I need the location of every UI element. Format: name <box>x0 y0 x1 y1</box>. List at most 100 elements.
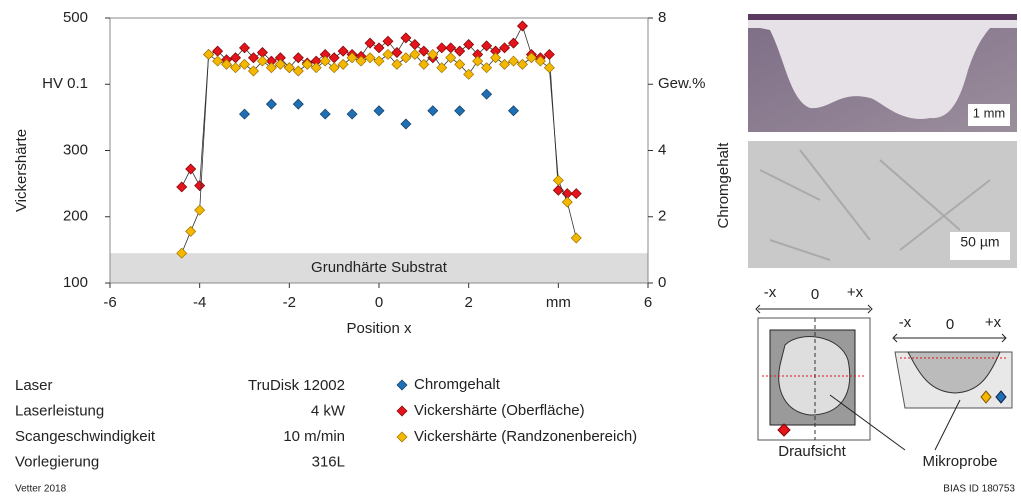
y-tick-label: HV 0.1 <box>42 75 88 92</box>
point <box>382 35 394 47</box>
point <box>463 68 475 80</box>
legend-marker <box>396 405 408 417</box>
x-axis-label: Position x <box>346 320 412 337</box>
substrate-band <box>110 253 648 283</box>
info-value: 4 kW <box>311 402 346 419</box>
point <box>436 42 448 54</box>
y2-tick-label: 8 <box>658 9 666 26</box>
point <box>382 48 394 60</box>
diagram-label: +x <box>985 314 1002 331</box>
point <box>543 48 555 60</box>
point <box>292 65 304 77</box>
point <box>552 174 564 186</box>
scale-box <box>968 104 1010 126</box>
point <box>203 48 215 60</box>
point <box>346 108 358 120</box>
point <box>265 62 277 74</box>
scale-label: 50 µm <box>960 234 999 250</box>
info-value: TruDisk 12002 <box>248 377 345 394</box>
series-line <box>181 53 577 254</box>
point <box>409 48 421 60</box>
point <box>508 55 519 67</box>
info-key: Scangeschwindigkeit <box>15 428 156 445</box>
arrowheads <box>892 333 1007 343</box>
point <box>239 108 250 120</box>
point <box>427 48 439 60</box>
point <box>364 52 376 64</box>
point <box>445 52 457 64</box>
band-label: Grundhärte Substrat <box>311 259 448 276</box>
x-tick-label: -4 <box>193 294 206 311</box>
point <box>310 62 322 74</box>
diagram-label: -x <box>764 284 777 301</box>
legend-label: Vickershärte (Oberfläche) <box>414 402 585 419</box>
x-tick-label: 2 <box>464 294 472 311</box>
point <box>552 184 564 196</box>
arrowheads <box>755 304 873 314</box>
info-value: 10 m/min <box>283 428 345 445</box>
point <box>508 105 519 117</box>
y-tick-label: 500 <box>63 9 88 26</box>
point <box>212 55 224 67</box>
diagram-caption: Mikroprobe <box>922 453 997 470</box>
point <box>176 247 188 259</box>
point <box>247 52 259 64</box>
point <box>400 118 412 130</box>
point <box>346 52 358 64</box>
info-key: Laser <box>15 377 53 394</box>
info-key: Vorlegierung <box>15 453 99 470</box>
point <box>328 52 340 64</box>
legend-marker <box>396 431 408 443</box>
point <box>472 55 484 67</box>
x-tick-label: 0 <box>375 294 383 311</box>
y-axis-label: Vickershärte <box>13 129 30 212</box>
point <box>409 39 421 50</box>
point <box>534 55 546 67</box>
point <box>391 46 403 58</box>
point <box>490 52 502 64</box>
pointer-lines <box>829 394 961 451</box>
point <box>463 39 475 50</box>
diagram-label: 0 <box>946 316 954 333</box>
point <box>373 42 385 54</box>
melt-pool <box>748 14 1017 119</box>
photo-top-edge <box>748 14 1017 20</box>
diagram-label: -x <box>899 314 912 331</box>
point <box>221 58 233 70</box>
texture <box>759 149 991 261</box>
point <box>454 58 466 70</box>
x-tick-label: 6 <box>644 294 652 311</box>
point <box>176 181 188 193</box>
point <box>337 58 349 70</box>
point <box>481 62 493 74</box>
point <box>418 58 430 70</box>
point <box>292 52 304 64</box>
diagram-label: +x <box>847 284 864 301</box>
point <box>516 20 528 32</box>
info-key: Laserleistung <box>15 402 104 419</box>
y-tick-label: 100 <box>63 274 88 291</box>
point <box>400 52 412 64</box>
y-tick-label: 200 <box>63 208 88 225</box>
legend-label: Vickershärte (Randzonenbereich) <box>414 428 637 445</box>
point <box>570 232 582 244</box>
point <box>418 45 430 57</box>
point <box>445 42 457 54</box>
point <box>328 62 340 74</box>
point <box>256 55 268 67</box>
point <box>561 196 573 208</box>
x-tick-label: mm <box>546 294 571 311</box>
point <box>454 45 466 57</box>
legend-label: Chromgehalt <box>414 376 501 393</box>
point <box>436 62 448 74</box>
point <box>499 58 511 70</box>
point <box>364 37 376 49</box>
point <box>283 62 295 74</box>
x-tick-label: -6 <box>103 294 116 311</box>
point <box>508 37 519 49</box>
point <box>516 58 528 70</box>
point <box>230 62 242 74</box>
point <box>337 45 349 57</box>
point <box>319 108 331 120</box>
point <box>454 105 466 117</box>
